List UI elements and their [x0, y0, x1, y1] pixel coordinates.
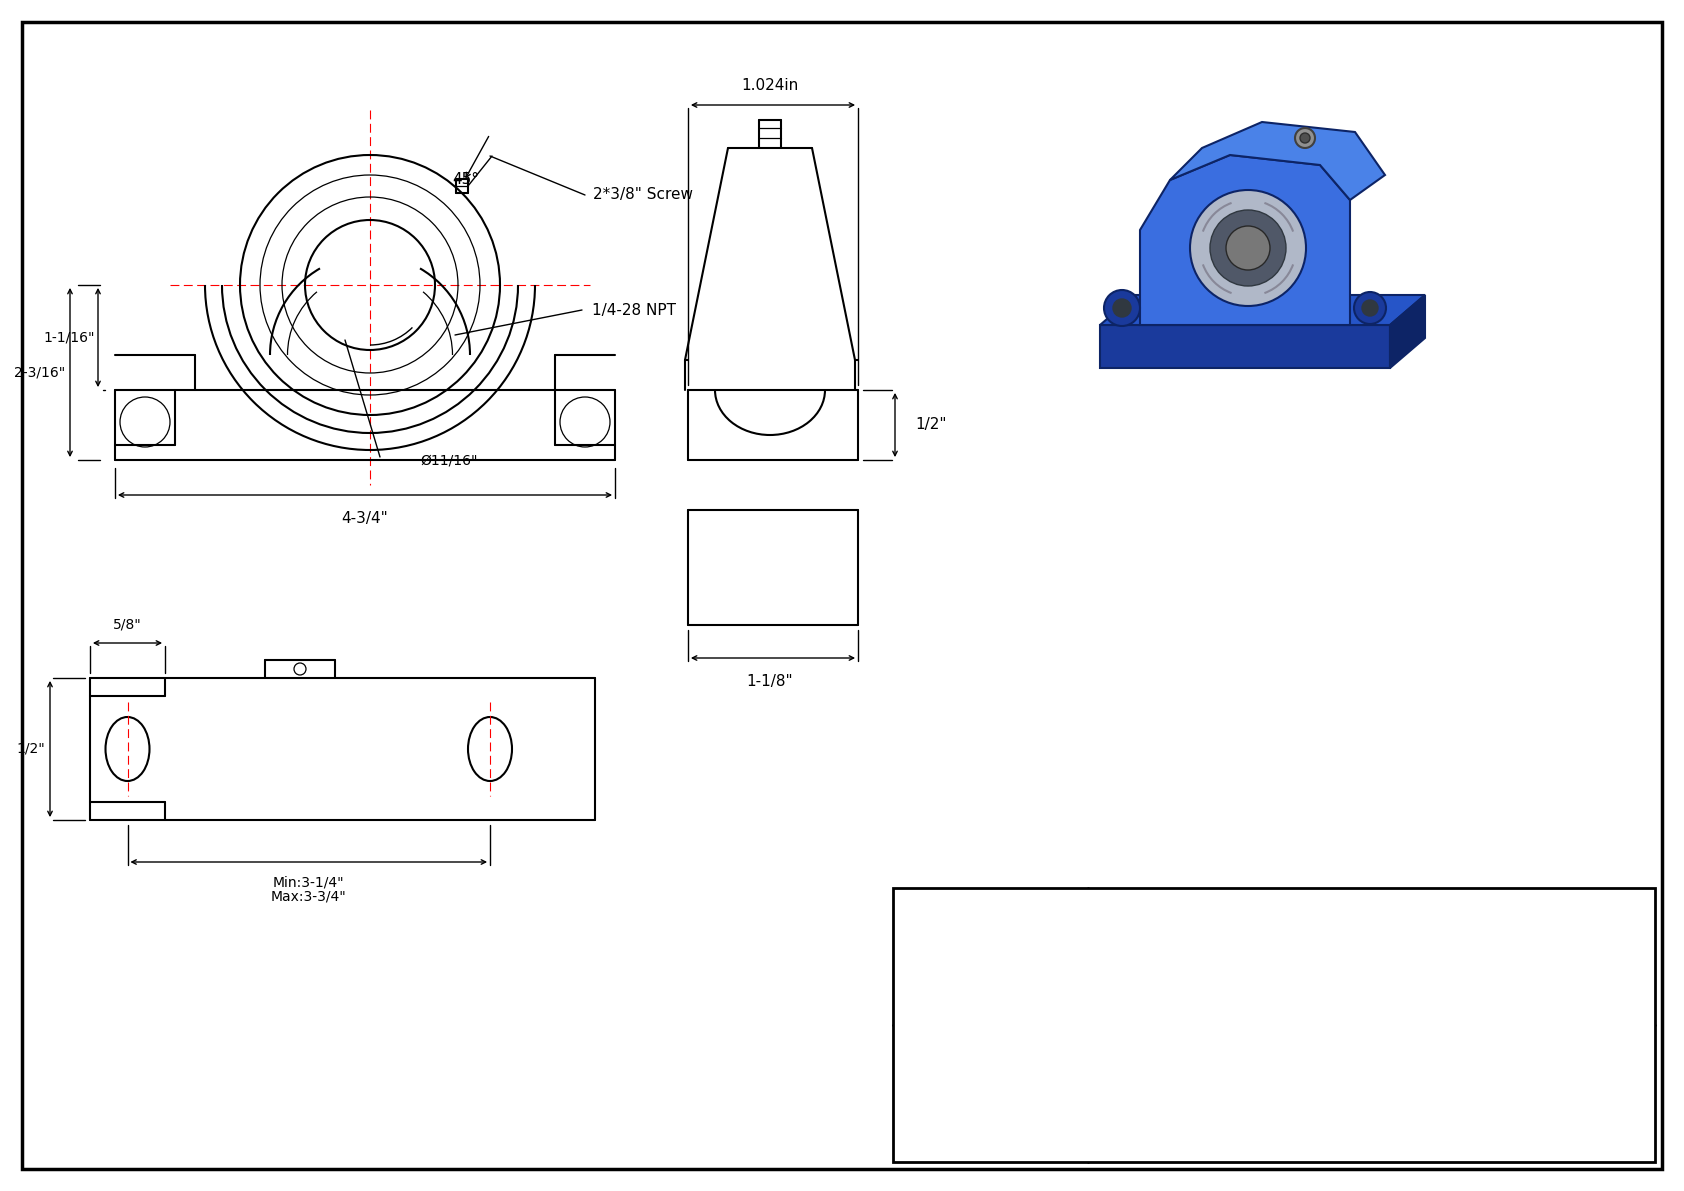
- Circle shape: [1362, 300, 1378, 316]
- Text: 1.024in: 1.024in: [741, 77, 798, 93]
- Circle shape: [1191, 191, 1307, 306]
- Circle shape: [1105, 289, 1140, 326]
- Circle shape: [1295, 127, 1315, 148]
- Polygon shape: [1140, 155, 1351, 325]
- Bar: [893, 888, 1655, 1162]
- Text: Max:3-3/4": Max:3-3/4": [271, 890, 347, 904]
- Polygon shape: [1100, 295, 1425, 325]
- Circle shape: [1113, 299, 1132, 317]
- Text: 1/2": 1/2": [17, 742, 45, 756]
- Text: Ø11/16": Ø11/16": [419, 453, 478, 467]
- Text: 4-3/4": 4-3/4": [342, 511, 389, 526]
- Circle shape: [1354, 292, 1386, 324]
- Text: Min:3-1/4": Min:3-1/4": [273, 877, 345, 890]
- Text: Part
Number: Part Number: [960, 1078, 1021, 1110]
- Circle shape: [1300, 133, 1310, 143]
- Text: 5/8": 5/8": [113, 617, 141, 631]
- Text: 1-1/16": 1-1/16": [44, 330, 94, 344]
- Text: ®: ®: [1032, 923, 1049, 941]
- Text: 1/4-28 NPT: 1/4-28 NPT: [593, 303, 675, 318]
- Circle shape: [1211, 210, 1287, 286]
- Text: 2*3/8" Screw: 2*3/8" Screw: [593, 187, 694, 202]
- Text: 2-3/16": 2-3/16": [13, 366, 66, 380]
- Circle shape: [1226, 226, 1270, 270]
- Text: LILY: LILY: [926, 928, 1056, 985]
- Polygon shape: [1100, 325, 1389, 368]
- Text: 1/2": 1/2": [914, 418, 946, 432]
- Text: 45°: 45°: [451, 173, 478, 187]
- Polygon shape: [1389, 295, 1425, 368]
- Polygon shape: [1170, 121, 1384, 200]
- Text: 1-1/8": 1-1/8": [746, 674, 793, 690]
- Text: Email: lilybearing@lily-bearing.com: Email: lilybearing@lily-bearing.com: [1248, 961, 1495, 975]
- Text: SHANGHAI LILY BEARING LIMITED: SHANGHAI LILY BEARING LIMITED: [1244, 934, 1499, 949]
- Text: UCLP203-11: UCLP203-11: [1310, 1073, 1433, 1091]
- Text: Set Screw Locking: Set Screw Locking: [1302, 1098, 1442, 1114]
